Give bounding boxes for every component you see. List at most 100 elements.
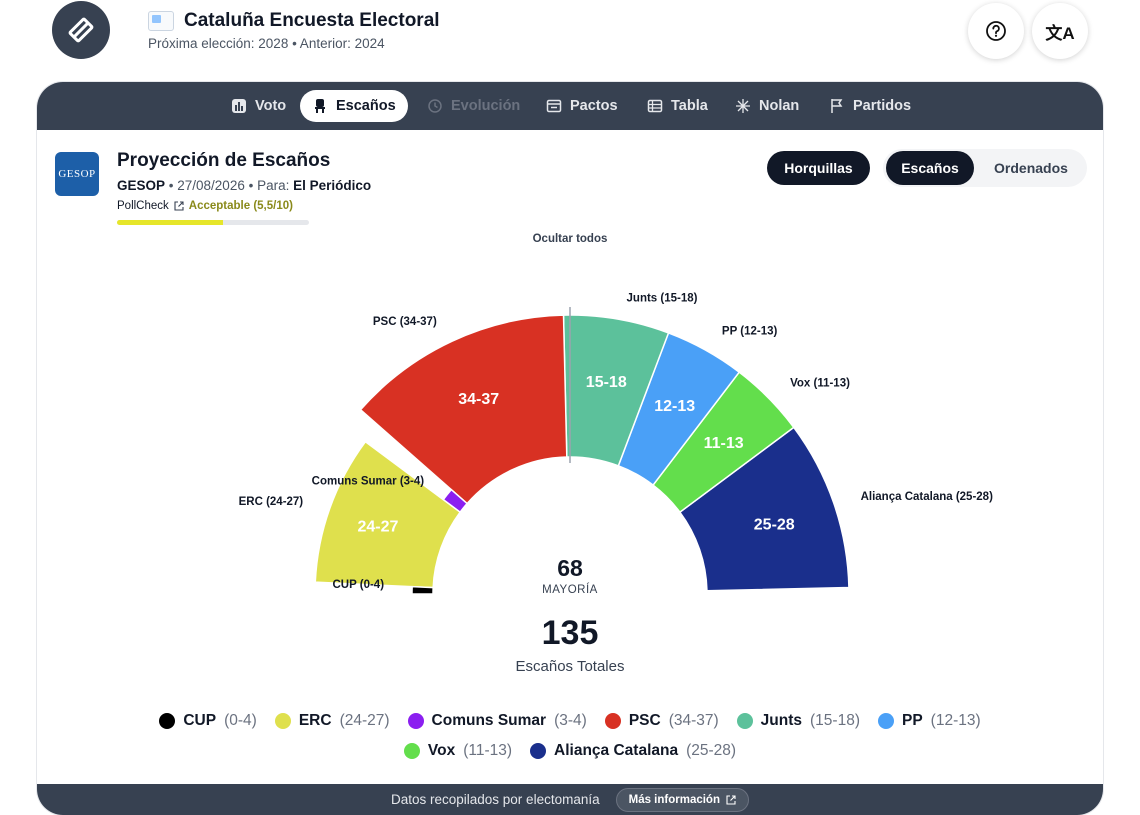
tab-label: Tabla [671, 98, 708, 114]
grid-icon [736, 99, 750, 113]
seat-segment-psc[interactable] [359, 314, 568, 505]
tab-label: Evolución [451, 98, 521, 114]
poll-client: El Periódico [293, 178, 372, 193]
legend-seat-range: (34-37) [668, 712, 719, 729]
tab-label: Pactos [570, 98, 618, 114]
segment-value-label: 34-37 [458, 391, 499, 408]
pollcheck-score-bar [117, 220, 309, 225]
history-icon [428, 99, 442, 113]
legend-party-name: Junts [760, 712, 803, 729]
legend-seat-range: (0-4) [224, 712, 257, 729]
segment-value-label: 25-28 [754, 517, 795, 534]
app-header: Cataluña Encuesta Electoral Próxima elec… [0, 0, 1140, 80]
segment-party-label: PP (12-13) [722, 326, 778, 338]
poll-for-label: Para: [257, 178, 290, 193]
legend-item[interactable]: PSC (34-37) [604, 712, 719, 730]
flag-icon [831, 99, 843, 113]
poll-meta: GESOP • 27/08/2026 • Para: El Periódico [117, 178, 372, 193]
language-button[interactable]: 文A [1032, 3, 1088, 59]
page-subtitle: Próxima elección: 2028 • Anterior: 2024 [148, 36, 385, 51]
tab-nolan[interactable]: Nolan [723, 90, 811, 122]
legend-seat-range: (15-18) [810, 712, 860, 729]
legend-seat-range: (11-13) [463, 742, 513, 759]
legend-party-name: Vox [427, 742, 456, 759]
legend-party-name: PP [901, 712, 923, 729]
seat-segment-vox[interactable] [652, 371, 795, 514]
tab-label: Partidos [853, 98, 912, 114]
horquillas-button[interactable]: Horquillas [767, 151, 870, 185]
poll-title: Proyección de Escaños [117, 150, 331, 171]
help-button[interactable] [968, 3, 1024, 59]
chair-icon [315, 99, 325, 113]
tab-tabla[interactable]: Tabla [635, 90, 720, 122]
segment-party-label: CUP (0-4) [332, 579, 384, 591]
question-circle-icon [986, 21, 1006, 41]
legend-dot-icon [159, 713, 176, 729]
legend-dot-icon [604, 713, 621, 729]
legend-item[interactable]: Vox (11-13) [403, 742, 513, 760]
segment-value-label: 12-13 [654, 398, 695, 415]
pollster-name: GESOP [117, 178, 166, 193]
tab-escanos[interactable]: Escaños [300, 90, 408, 122]
poll-date: 27/08/2026 [177, 178, 245, 193]
segment-value-label: 11-13 [704, 435, 744, 452]
region-flag-image [148, 11, 174, 31]
app-logo-icon[interactable] [52, 1, 110, 59]
view-tab-bar: Voto Escaños Evolución Pactos Tabla Nola… [37, 82, 1103, 130]
table-icon [647, 99, 663, 113]
tab-label: Nolan [759, 98, 800, 114]
pollcheck-rating: Acceptable (5,5/10) [188, 200, 293, 212]
segment-value-label: 15-18 [586, 374, 627, 391]
legend-item[interactable]: Comuns Sumar (3-4) [407, 712, 587, 730]
pollcheck-link[interactable]: PollCheck Acceptable (5,5/10) [117, 200, 293, 212]
segment-party-label: Vox (11-13) [790, 377, 850, 389]
seat-segment-junts[interactable] [562, 314, 670, 467]
translate-icon: 文A [1045, 23, 1075, 43]
legend-item[interactable]: PP (12-13) [877, 712, 981, 730]
legend-seat-range: (3-4) [554, 712, 587, 729]
seat-segment-cup[interactable] [411, 585, 434, 595]
legend-seat-range: (12-13) [930, 712, 981, 729]
view-mode-toggle: Escaños Ordenados [883, 149, 1087, 187]
total-seats: 135 [541, 614, 599, 652]
tab-label: Escaños [336, 98, 396, 114]
legend-dot-icon [530, 743, 547, 759]
tab-partidos[interactable]: Partidos [817, 90, 923, 122]
external-link-icon [726, 794, 736, 805]
more-info-button[interactable]: Más información [615, 787, 749, 812]
seat-projection-card: Voto Escaños Evolución Pactos Tabla Nola… [37, 82, 1103, 815]
segment-party-label: Junts (15-18) [627, 292, 698, 304]
tab-pactos[interactable]: Pactos [534, 90, 630, 122]
segment-party-label: ERC (24-27) [239, 496, 304, 508]
pollcheck-score-fill [117, 220, 223, 225]
legend-item[interactable]: Aliança Catalana (25-28) [530, 742, 736, 760]
hide-all-button[interactable]: Ocultar todos [532, 233, 608, 245]
legend-party-name: Comuns Sumar [431, 712, 547, 729]
ordenados-toggle[interactable]: Ordenados [994, 160, 1068, 176]
tab-voto[interactable]: Voto [219, 90, 298, 122]
legend-seat-range: (24-27) [339, 712, 390, 729]
legend-party-name: CUP [183, 712, 217, 729]
legend-dot-icon [274, 713, 291, 729]
seat-segment-erc[interactable] [314, 440, 462, 589]
legend-item[interactable]: ERC (24-27) [274, 712, 390, 730]
majority-label: MAYORÍA [542, 583, 598, 596]
legend-item[interactable]: Junts (15-18) [736, 712, 860, 730]
legend-party-name: Aliança Catalana [554, 742, 679, 759]
footer-credit: Datos recopilados por electomanía [390, 792, 600, 807]
chart-legend: CUP (0-4) ERC (24-27) Comuns Sumar (3-4) PSC (3… [97, 712, 1043, 760]
majority-number: 68 [557, 555, 583, 581]
page-title: Cataluña Encuesta Electoral [184, 10, 440, 31]
external-link-icon [174, 201, 184, 211]
seat-segment-aliança-catalana[interactable] [678, 426, 850, 592]
legend-item[interactable]: CUP (0-4) [159, 712, 257, 730]
escanos-toggle[interactable]: Escaños [886, 151, 974, 185]
segment-value-label: 24-27 [357, 518, 398, 535]
tab-label: Voto [255, 98, 287, 114]
seat-segment-comuns-sumar[interactable] [442, 488, 469, 514]
segment-party-label: PSC (34-37) [373, 316, 437, 328]
hemicycle-chart: 68 MAYORÍA CUP (0-4) 24-27 ERC (24-27) Comu… [239, 292, 993, 596]
legend-dot-icon [877, 713, 894, 729]
seat-segment-pp[interactable] [617, 331, 741, 487]
total-seats-label: Escaños Totales [515, 658, 625, 675]
